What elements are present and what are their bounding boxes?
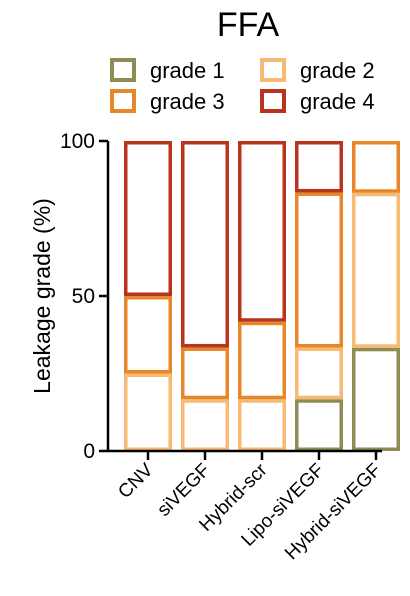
bar-segment-3: [352, 141, 400, 193]
legend-label: grade 4: [300, 89, 375, 114]
bars: [124, 141, 400, 452]
y-tick-label: 50: [72, 285, 95, 308]
x-tick-label: CNV: [114, 459, 157, 502]
legend-swatch: [110, 89, 136, 113]
legend-swatch: [260, 58, 286, 82]
bar-segment-1: [352, 347, 400, 451]
chart-title: FFA: [217, 6, 280, 44]
bar-segment-2: [352, 192, 400, 348]
bar-segment-3: [181, 347, 229, 400]
y-tick-label: 0: [83, 440, 95, 463]
bar-segment-4: [181, 141, 229, 348]
y-axis-title: Leakage grade (%): [29, 198, 55, 394]
y-tick-label: 100: [60, 130, 95, 153]
legend-swatch: [260, 89, 286, 113]
bar-segment-1: [295, 399, 343, 452]
y-ticks: 0 50 100: [60, 130, 108, 463]
legend-label: grade 1: [150, 58, 225, 83]
legend-label: grade 3: [150, 89, 225, 114]
bar-segment-4: [238, 141, 286, 322]
legend-swatch: [110, 58, 136, 82]
bar-segment-4: [295, 141, 343, 193]
bar-segment-3: [124, 296, 172, 374]
bar-segment-4: [124, 141, 172, 296]
legend: grade 1 grade 2 grade 3 grade 4: [110, 58, 375, 114]
bar-segment-2: [124, 373, 172, 451]
bar-segment-3: [238, 321, 286, 400]
bar-segment-3: [295, 192, 343, 348]
legend-label: grade 2: [300, 58, 375, 83]
x-ticks: CNVsiVEGFHybrid-scrLipo-siVEGFHybrid-siV…: [114, 451, 386, 564]
bar-segment-2: [238, 399, 286, 452]
bar-segment-2: [181, 399, 229, 452]
bar-segment-2: [295, 347, 343, 400]
